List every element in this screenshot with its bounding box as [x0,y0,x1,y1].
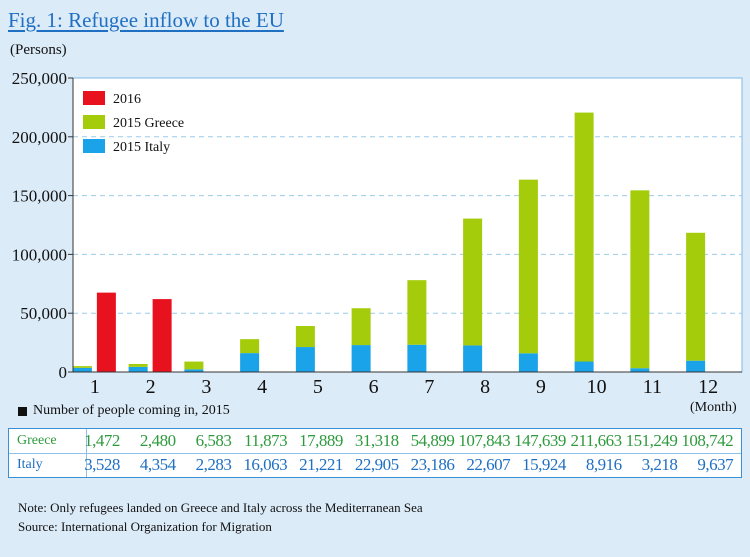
bar-2015-italy [407,344,427,372]
bar-2015-greece [463,218,483,346]
legend-swatch [83,139,105,153]
table-cell: 1,472 [84,431,120,450]
source-line: Source: International Organization for M… [18,519,272,534]
table-cell: 3,528 [84,455,120,474]
bars-layer [72,112,706,372]
legend-label: 2015 Greece [113,116,184,131]
y-tick-label: 150,000 [12,187,67,206]
y-tick-label: 200,000 [12,128,67,147]
table-cell: 31,318 [354,431,399,450]
bar-2015-italy [240,353,260,372]
row-cells-italy: 3,528 4,354 2,283 16,063 21,221 22,905 23,186 2… [84,453,741,477]
table-cell: 107,843 [458,431,511,450]
x-tick-label: 7 [424,376,434,398]
bar-2016 [96,292,116,372]
bar-2015-italy [128,366,148,372]
bar-2015-italy [518,353,538,372]
table-cell: 9,637 [697,455,734,474]
bar-2016 [152,299,172,372]
y-tick-label: 250,000 [12,69,67,88]
table-cell: 21,221 [299,455,343,474]
x-tick-label: 10 [587,376,607,398]
bar-2015-greece [295,326,315,348]
table-cell: 4,354 [139,455,176,474]
table-row-italy: Italy 3,528 4,354 2,283 16,063 21,221 22,905 2… [9,453,741,477]
x-tick-label: 6 [369,376,379,398]
bar-2015-italy [630,368,650,372]
bar-2015-greece [128,363,148,367]
table-cell: 2,480 [139,431,176,450]
bar-2015-italy [463,345,483,372]
bar-2015-italy [351,345,371,372]
x-tick-label: 4 [257,376,267,398]
x-tick-label: 9 [536,376,546,398]
x-tick-label: 1 [90,376,100,398]
x-tick-label: 8 [480,376,490,398]
legend-swatch [83,91,105,105]
table-cell: 15,924 [522,455,566,474]
bar-2015-italy [295,347,315,372]
bar-2015-greece [630,190,650,369]
bar-2015-greece [686,232,706,361]
table-cell: 151,249 [625,431,678,450]
bar-2015-italy [72,367,92,372]
y-tick-label: 0 [59,363,68,382]
table-row-greece: Greece 1,472 2,480 6,583 11,873 17,889 31,318… [9,429,741,454]
table-cell: 16,063 [243,455,288,474]
table-cell: 147,639 [514,431,566,450]
square-bullet-icon [18,406,27,416]
figure-title: Fig. 1: Refugee inflow to the EU [8,8,284,32]
table-cell: 22,905 [354,455,399,474]
table-cell: 2,283 [195,455,232,474]
bar-2015-greece [184,361,204,370]
bar-2015-greece [351,308,371,346]
bar-2015-italy [184,369,204,372]
table-cell: 8,916 [585,455,622,474]
table-cell: 54,899 [410,431,455,450]
x-axis-unit: (Month) [690,400,737,415]
table-cell: 11,873 [244,431,288,450]
bar-2015-greece [72,366,92,368]
legend-swatch [83,115,105,129]
bar-2015-greece [518,179,538,354]
bar-2015-greece [240,339,260,354]
row-cells-greece: 1,472 2,480 6,583 11,873 17,889 31,318 54,899 1… [84,429,741,453]
bar-2015-greece [407,280,427,345]
x-tick-label: 12 [698,376,718,398]
note-line: Note: Only refugees landed on Greece and… [18,500,423,515]
table-caption-text: Number of people coming in, 2015 [33,403,230,418]
table-cell: 22,607 [466,455,511,474]
table-caption: Number of people coming in, 2015 [18,403,230,419]
notes: Note: Only refugees landed on Greece and… [18,498,423,536]
table-cell: 23,186 [410,455,455,474]
x-tick-label: 11 [643,376,662,398]
row-label-greece: Greece [9,429,87,453]
table-cell: 108,742 [681,431,734,450]
bar-2015-italy [574,361,594,372]
x-tick-label: 3 [201,376,211,398]
legend-layer: 2016 2015 Greece 2015 Italy [83,91,184,155]
data-table: Greece 1,472 2,480 6,583 11,873 17,889 31,318… [8,428,742,478]
row-label-italy: Italy [9,453,87,477]
bar-2015-greece [574,112,594,362]
x-tick-label: 5 [313,376,323,398]
table-cell: 3,218 [641,455,678,474]
table-cell: 6,583 [195,431,232,450]
legend-label: 2015 Italy [113,140,170,155]
x-tick-label: 2 [146,376,156,398]
y-tick-label: 50,000 [20,304,67,323]
y-tick-label: 100,000 [12,245,67,264]
table-cell: 211,663 [570,431,623,450]
table-cell: 17,889 [299,431,343,450]
legend-label: 2016 [113,92,141,107]
y-axis-unit: (Persons) [10,42,67,58]
bar-2015-italy [686,360,706,372]
